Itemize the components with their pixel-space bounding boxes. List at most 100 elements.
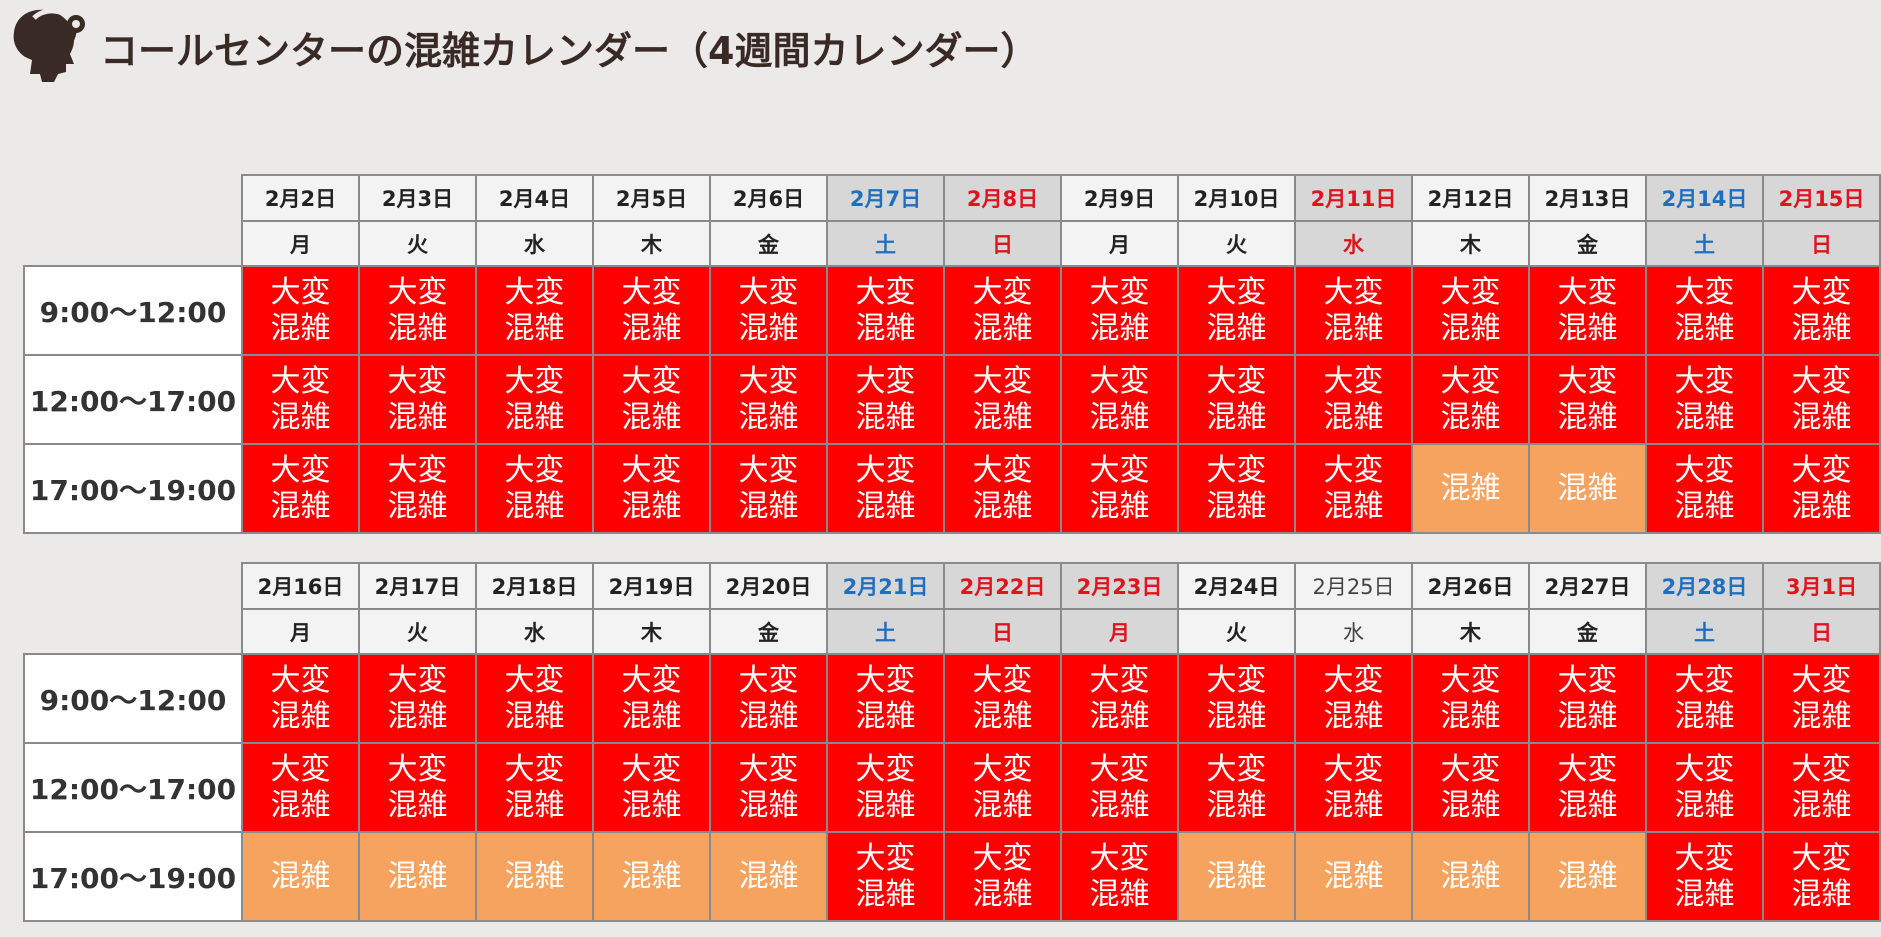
date-cell: 2月18日 <box>475 562 594 610</box>
congestion-label-line: 混雑 <box>972 698 1033 734</box>
time-slot-row: 12:00～17:00 大変 混雑 大変 混雑 大変 混雑 大変 混雑 大変 混雑 大変 混雑 大変 混雑大… <box>23 354 1881 445</box>
very-busy-cell: 大変 混雑 <box>826 653 945 744</box>
congestion-label-line: 混雑 <box>1323 310 1384 346</box>
busy-cell: 混雑 <box>1528 443 1647 534</box>
congestion-label: 混雑 <box>1323 858 1384 894</box>
very-busy-cell: 大変 混雑 <box>1645 831 1764 922</box>
busy-cell: 混雑 <box>709 831 828 922</box>
very-busy-cell: 大変 混雑 <box>241 265 360 356</box>
time-slot-label: 12:00～17:00 <box>23 742 243 833</box>
very-busy-cell: 大変 混雑 <box>709 443 828 534</box>
very-busy-cell: 大変 混雑 <box>1645 443 1764 534</box>
congestion-label-line: 大変 <box>504 452 565 488</box>
very-busy-cell: 大変 混雑 <box>826 354 945 445</box>
very-busy-cell: 大変 混雑 <box>592 443 711 534</box>
congestion-label-line: 大変 <box>504 363 565 399</box>
congestion-label-line: 大変 <box>1674 840 1735 876</box>
time-slot-label: 12:00～17:00 <box>23 354 243 445</box>
congestion-label-line: 混雑 <box>387 310 448 346</box>
congestion-label-line: 混雑 <box>270 310 331 346</box>
day-of-week-row: 月火水木金土日月火水木金土日 <box>24 608 1881 655</box>
congestion-label-line: 大変 <box>972 274 1033 310</box>
date-cell: 2月24日 <box>1177 562 1296 610</box>
congestion-label-line: 大変 <box>738 274 799 310</box>
congestion-label-line: 混雑 <box>387 488 448 524</box>
congestion-label-line: 混雑 <box>738 399 799 435</box>
very-busy-cell: 大変 混雑 <box>1177 354 1296 445</box>
congestion-label-line: 大変 <box>1440 274 1501 310</box>
congestion-label-line: 混雑 <box>1557 787 1618 823</box>
congestion-label-line: 大変 <box>387 452 448 488</box>
congestion-label-line: 大変 <box>1674 452 1735 488</box>
congestion-label-line: 混雑 <box>855 876 916 912</box>
day-of-week-cell: 水 <box>475 608 594 655</box>
very-busy-cell: 大変 混雑 <box>1762 653 1881 744</box>
congestion-label-line: 混雑 <box>1089 698 1150 734</box>
time-slot-label: 9:00～12:00 <box>23 653 243 744</box>
congestion-label-line: 混雑 <box>270 488 331 524</box>
date-cell: 2月12日 <box>1411 174 1530 222</box>
day-of-week-cell: 水 <box>1294 608 1413 655</box>
congestion-label: 混雑 <box>1440 858 1501 894</box>
date-cell: 2月9日 <box>1060 174 1179 222</box>
date-cell: 2月21日 <box>826 562 945 610</box>
congestion-label-line: 混雑 <box>1791 876 1852 912</box>
date-cell: 2月28日 <box>1645 562 1764 610</box>
very-busy-cell: 大変 混雑 <box>1528 742 1647 833</box>
very-busy-cell: 大変 混雑 <box>943 742 1062 833</box>
congestion-label-line: 混雑 <box>1674 876 1735 912</box>
congestion-label-line: 混雑 <box>1089 876 1150 912</box>
date-cell: 2月15日 <box>1762 174 1881 222</box>
day-of-week-cell: 金 <box>709 220 828 267</box>
very-busy-cell: 大変 混雑 <box>1528 354 1647 445</box>
page-header: コールセンターの混雑カレンダー（4週間カレンダー） <box>0 0 1881 90</box>
congestion-label-line: 大変 <box>855 452 916 488</box>
very-busy-cell: 大変 混雑 <box>1177 653 1296 744</box>
header-corner <box>24 221 242 266</box>
day-of-week-cell: 土 <box>1645 220 1764 267</box>
date-cell: 3月1日 <box>1762 562 1881 610</box>
very-busy-cell: 大変 混雑 <box>1762 742 1881 833</box>
day-of-week-cell: 日 <box>1762 608 1881 655</box>
very-busy-cell: 大変 混雑 <box>1762 443 1881 534</box>
day-of-week-cell: 火 <box>358 220 477 267</box>
very-busy-cell: 大変 混雑 <box>1294 265 1413 356</box>
congestion-label-line: 大変 <box>621 662 682 698</box>
congestion-label-line: 大変 <box>387 274 448 310</box>
congestion-label-line: 大変 <box>504 274 565 310</box>
very-busy-cell: 大変 混雑 <box>1060 354 1179 445</box>
congestion-label-line: 混雑 <box>1089 488 1150 524</box>
congestion-label-line: 混雑 <box>1557 698 1618 734</box>
day-of-week-cell: 木 <box>1411 608 1530 655</box>
congestion-label-line: 混雑 <box>387 698 448 734</box>
congestion-label-line: 混雑 <box>504 698 565 734</box>
very-busy-cell: 大変 混雑 <box>241 354 360 445</box>
very-busy-cell: 大変 混雑 <box>826 742 945 833</box>
day-of-week-cell: 火 <box>358 608 477 655</box>
date-cell: 2月16日 <box>241 562 360 610</box>
congestion-label: 混雑 <box>504 858 565 894</box>
very-busy-cell: 大変 混雑 <box>709 354 828 445</box>
congestion-calendar-week-3-4: 2月16日 2月17日 2月18日 2月19日 2月20日 2月21日 2月22日 2月23日… <box>23 562 1881 922</box>
congestion-label-line: 混雑 <box>1440 698 1501 734</box>
date-cell: 2月23日 <box>1060 562 1179 610</box>
congestion-label-line: 混雑 <box>1674 698 1735 734</box>
busy-cell: 混雑 <box>1294 831 1413 922</box>
congestion-label-line: 混雑 <box>855 399 916 435</box>
date-cell: 2月17日 <box>358 562 477 610</box>
congestion-label-line: 大変 <box>1206 363 1267 399</box>
busy-cell: 混雑 <box>592 831 711 922</box>
call-center-headset-icon <box>9 8 85 82</box>
busy-cell: 混雑 <box>241 831 360 922</box>
congestion-label-line: 大変 <box>1206 274 1267 310</box>
congestion-label-line: 大変 <box>1674 363 1735 399</box>
very-busy-cell: 大変 混雑 <box>241 653 360 744</box>
day-of-week-cell: 日 <box>943 220 1062 267</box>
very-busy-cell: 大変 混雑 <box>1528 265 1647 356</box>
congestion-label-line: 大変 <box>1089 363 1150 399</box>
congestion-label: 混雑 <box>1440 470 1501 506</box>
very-busy-cell: 大変 混雑 <box>1411 265 1530 356</box>
congestion-label-line: 大変 <box>1323 662 1384 698</box>
congestion-label-line: 大変 <box>1323 363 1384 399</box>
congestion-label-line: 混雑 <box>387 787 448 823</box>
